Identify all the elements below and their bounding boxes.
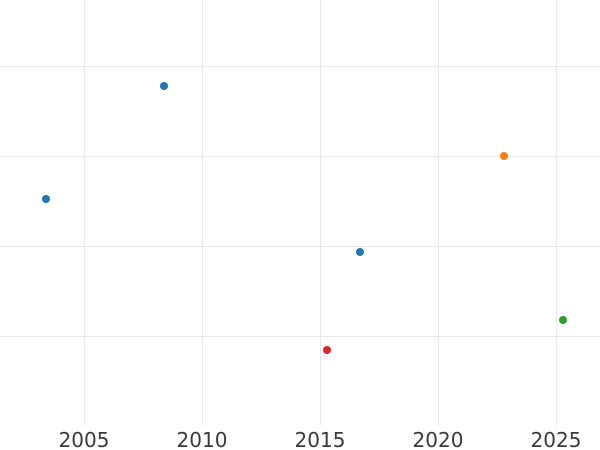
vertical-gridline (556, 0, 557, 425)
x-tick-label: 2025 (530, 428, 582, 450)
vertical-gridline (320, 0, 321, 425)
horizontal-gridline (0, 156, 600, 157)
data-point-blue (160, 81, 169, 90)
data-point-green (559, 315, 568, 324)
x-tick-label: 2015 (294, 428, 346, 450)
vertical-gridline (202, 0, 203, 425)
x-tick-label: 2005 (58, 428, 110, 450)
horizontal-gridline (0, 336, 600, 337)
x-tick-label: 2010 (176, 428, 228, 450)
x-tick-label: 2020 (412, 428, 464, 450)
vertical-gridline (84, 0, 85, 425)
horizontal-gridline (0, 246, 600, 247)
vertical-gridline (438, 0, 439, 425)
data-point-blue (42, 195, 51, 204)
horizontal-gridline (0, 66, 600, 67)
data-point-orange (500, 152, 509, 160)
data-point-blue (356, 248, 365, 257)
data-point-red (323, 346, 332, 355)
